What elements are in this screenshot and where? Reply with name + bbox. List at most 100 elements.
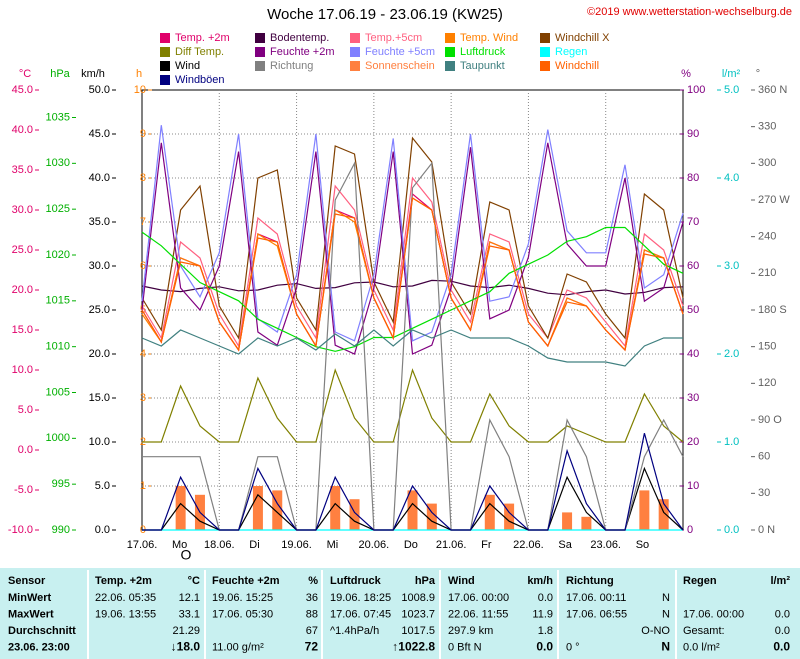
series-line bbox=[141, 136, 684, 340]
tick-label: 4.0 bbox=[724, 172, 739, 184]
tick-label: 1020 bbox=[46, 249, 70, 261]
table-cell: 17.06. 07:45 bbox=[330, 608, 391, 620]
tick-label: 300 bbox=[758, 157, 776, 169]
series-line bbox=[141, 197, 684, 352]
table-cell-value: ↑1022.8 bbox=[392, 640, 435, 654]
tick-label: 990 bbox=[52, 524, 70, 536]
sunshine-bar bbox=[484, 494, 495, 530]
table-cell-value: N bbox=[662, 608, 670, 620]
tick-label: 20.0 bbox=[12, 284, 33, 296]
tick-label: 25.0 bbox=[12, 244, 33, 256]
table-cell-value: 0.0 bbox=[775, 625, 790, 637]
legend-label: Windchill X bbox=[555, 32, 610, 44]
legend-label: Windchill bbox=[555, 60, 599, 72]
table-cell-value: 1017.5 bbox=[401, 625, 435, 637]
sunshine-bar bbox=[349, 499, 360, 530]
legend-label: Sonnenschein bbox=[365, 60, 435, 72]
table-cell: 17.06. 06:55 bbox=[566, 608, 627, 620]
row-label: Durchschnitt bbox=[8, 625, 76, 637]
series-line bbox=[141, 279, 684, 296]
x-tick-label: 23.06. bbox=[590, 539, 621, 551]
axis-unit: l/m² bbox=[722, 68, 741, 80]
legend-swatch bbox=[540, 61, 550, 71]
legend-label: Regen bbox=[555, 46, 587, 58]
legend-swatch bbox=[160, 33, 170, 43]
tick-label: 180 S bbox=[758, 304, 787, 316]
tick-label: 40.0 bbox=[89, 172, 110, 184]
table-cell-value: 0.0 bbox=[775, 608, 790, 620]
series-line bbox=[141, 142, 684, 355]
legend-label: Feuchte +2m bbox=[270, 46, 335, 58]
day-name: Di bbox=[249, 539, 259, 551]
table-header: Luftdruck bbox=[330, 575, 382, 587]
tick-label: 2.0 bbox=[724, 348, 739, 360]
table-header-unit: l/m² bbox=[770, 575, 790, 587]
legend-swatch bbox=[350, 33, 360, 43]
row-label: 23.06. 23:00 bbox=[8, 641, 70, 653]
x-tick-label: 20.06. bbox=[359, 539, 390, 551]
legend-swatch bbox=[540, 47, 550, 57]
table-cell: 19.06. 13:55 bbox=[95, 608, 156, 620]
row-label: MaxWert bbox=[8, 608, 54, 620]
table-cell-value: N bbox=[661, 640, 670, 654]
table-cell-value: 1.8 bbox=[538, 625, 553, 637]
legend-swatch bbox=[255, 33, 265, 43]
table-header-unit: km/h bbox=[527, 575, 553, 587]
tick-label: 10.0 bbox=[89, 436, 110, 448]
table-cell-value: 72 bbox=[305, 640, 319, 654]
day-name: So bbox=[636, 539, 649, 551]
tick-label: 270 W bbox=[758, 194, 790, 206]
table-cell: Gesamt: bbox=[683, 625, 725, 637]
axis-unit: % bbox=[681, 68, 691, 80]
tick-label: 5.0 bbox=[18, 404, 33, 416]
tick-label: 1010 bbox=[46, 341, 70, 353]
tick-label: 90 O bbox=[758, 414, 782, 426]
legend-swatch bbox=[350, 47, 360, 57]
copyright: ©2019 www.wetterstation-wechselburg.de bbox=[587, 6, 792, 18]
day-name: Mi bbox=[327, 539, 339, 551]
table-cell-value: 36 bbox=[306, 592, 318, 604]
tick-label: 20 bbox=[687, 436, 699, 448]
tick-label: 1000 bbox=[46, 432, 70, 444]
table-cell-value: 21.29 bbox=[172, 625, 200, 637]
table-header-unit: hPa bbox=[415, 575, 436, 587]
tick-label: 25.0 bbox=[89, 304, 110, 316]
table-cell-value: 0.0 bbox=[773, 640, 790, 654]
tick-label: 80 bbox=[687, 172, 699, 184]
day-name: Sa bbox=[558, 539, 572, 551]
tick-label: 35.0 bbox=[12, 164, 33, 176]
table-cell: 19.06. 15:25 bbox=[212, 592, 273, 604]
x-tick-label: 18.06. bbox=[204, 539, 235, 551]
tick-label: 150 bbox=[758, 341, 776, 353]
table-header: Temp. +2m bbox=[95, 575, 152, 587]
legend-swatch bbox=[445, 61, 455, 71]
legend-label: Bodentemp. bbox=[270, 32, 329, 44]
legend-label: Richtung bbox=[270, 60, 313, 72]
table-cell: 17.06. 05:30 bbox=[212, 608, 273, 620]
legend-label: Temp. +2m bbox=[175, 32, 230, 44]
table-header: Richtung bbox=[566, 575, 614, 587]
row-label: MinWert bbox=[8, 592, 52, 604]
table-header: Wind bbox=[448, 575, 475, 587]
x-tick-label: 19.06. bbox=[281, 539, 312, 551]
tick-label: 40 bbox=[687, 348, 699, 360]
table-cell-value: 1023.7 bbox=[401, 608, 435, 620]
table-cell: 22.06. 11:55 bbox=[448, 608, 508, 620]
tick-label: 15.0 bbox=[12, 324, 33, 336]
legend-label: Wind bbox=[175, 60, 200, 72]
legend-swatch bbox=[445, 33, 455, 43]
table-cell: 0 Bft N bbox=[448, 641, 482, 653]
table-cell-value: 0.0 bbox=[538, 592, 553, 604]
tick-label: 10 bbox=[687, 480, 699, 492]
tick-label: 3.0 bbox=[724, 260, 739, 272]
legend-swatch bbox=[160, 61, 170, 71]
axis-unit: ° bbox=[756, 68, 760, 80]
table-cell-value: 67 bbox=[306, 625, 318, 637]
table-cell: 0 ° bbox=[566, 641, 580, 653]
tick-label: 1035 bbox=[46, 111, 70, 123]
table-cell: 17.06. 00:11 bbox=[566, 592, 626, 604]
legend-swatch bbox=[255, 61, 265, 71]
legend-swatch bbox=[350, 61, 360, 71]
series-line bbox=[142, 433, 684, 531]
